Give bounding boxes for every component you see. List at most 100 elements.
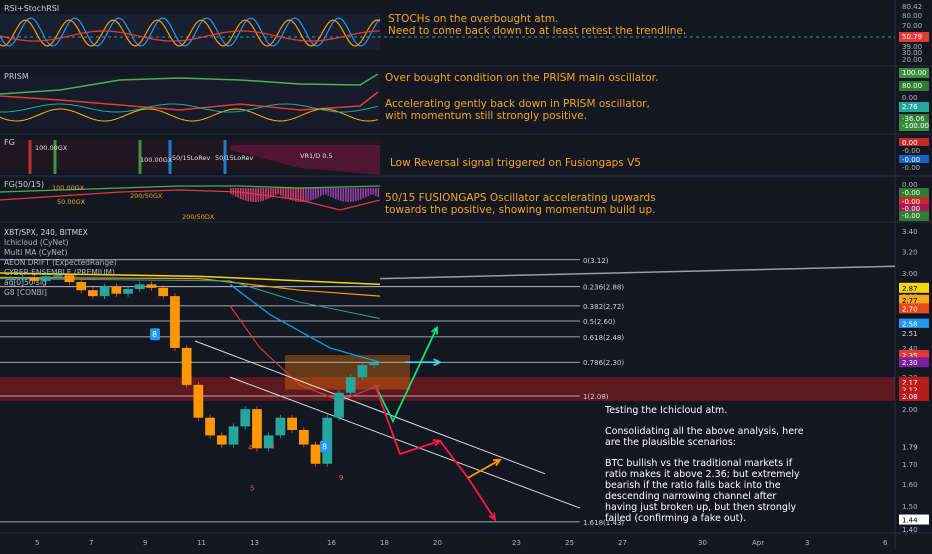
candle (345, 377, 356, 393)
fg5015-histogram-bar (370, 188, 372, 195)
stray-count-label: 5 (250, 484, 254, 492)
fg5015-histogram-bar (317, 188, 320, 198)
ma-yellow (0, 272, 381, 286)
fg5015-tag-bg (899, 211, 929, 221)
ma-red (229, 305, 381, 402)
fg5015-tick: -0.00 (902, 189, 920, 197)
fg-signal-label: 100.00GX (140, 156, 173, 164)
price-tick: 2.40 (902, 345, 918, 353)
fg5015-histogram-bar (372, 188, 375, 195)
stoch-k-line (0, 17, 381, 47)
x-tick: 6 (883, 539, 888, 547)
fg-tick: -0.00 (902, 147, 920, 155)
prism-tick: -36.06 (902, 115, 925, 123)
fg-pane-label: FG (4, 138, 15, 147)
price-tag-bg (899, 294, 929, 305)
legend-multima: Multi MA (CyNet) (4, 248, 68, 257)
candle (252, 409, 262, 449)
analysis-p2: Consolidating all the above analysis, he… (605, 426, 804, 448)
price-tag-label: 2.70 (902, 305, 918, 313)
price-tick: 1.40 (902, 526, 918, 534)
fg5015-histogram-bar (300, 188, 302, 202)
x-tick: 30 (698, 539, 707, 547)
fg5015-histogram-bar (287, 188, 290, 200)
fg5015-histogram-bar (282, 188, 285, 197)
candle (193, 384, 204, 418)
fg5015-tag-bg (899, 180, 929, 190)
price-tag-label: 1.44 (902, 517, 918, 525)
rsi-tag-bg (899, 32, 929, 42)
legend-ichicloud: Ichicloud (CyNet) (4, 238, 69, 247)
candle (6, 278, 16, 281)
x-tick: 20 (433, 539, 442, 547)
candle (41, 276, 51, 281)
fg5015-histogram-bar (310, 188, 312, 201)
fg-signal-label: 50/15LoRev (215, 154, 253, 162)
price-tick: 1.50 (902, 503, 918, 511)
prism-tick: 2.76 (902, 103, 918, 111)
fg5015-histogram-bar (292, 188, 295, 201)
candle (111, 286, 122, 294)
fg5015-histogram-bar (315, 188, 317, 199)
signal-marker-label: 8 (152, 330, 157, 339)
prism-tag-bg (899, 114, 929, 124)
legend-g8: G8 [CONBI] (4, 288, 47, 297)
fg5015-histogram-bar (242, 188, 245, 200)
prism-note-1: Over bought condition on the PRISM main … (385, 72, 659, 84)
fg5015-histogram-bar (240, 188, 242, 199)
prism-osc-line (0, 103, 379, 113)
fib-label: 1(2.08) (583, 393, 609, 401)
candle (158, 287, 169, 297)
prism-tag-bg (899, 81, 929, 91)
price-tag-bg (899, 282, 929, 293)
candle (170, 296, 180, 348)
fg5015-histogram-bar (245, 188, 247, 201)
fg5015-histogram-bar (307, 188, 310, 202)
prism-tag-bg (899, 102, 929, 112)
rsi-tick: 80.42 (902, 3, 922, 11)
legend-symbol: XBT/SPX, 240, BITMEX (4, 228, 88, 237)
prism-tag-bg (899, 121, 929, 131)
stray-count-label: 4 (270, 442, 275, 450)
rsi-line (0, 30, 381, 42)
fg-area (230, 145, 380, 175)
fg5015-histogram-bar (377, 188, 380, 198)
prism-tick: 0.00 (902, 94, 918, 102)
prism-main-line (0, 73, 379, 95)
fg5015-histogram-bar (345, 188, 347, 202)
x-tick: 9 (143, 539, 147, 547)
rsi-pane-label: RSI+StochRSI (4, 4, 60, 13)
candle (205, 417, 215, 436)
fg-tick: 0.00 (902, 139, 918, 147)
rsi-tick: 30.00 (902, 49, 922, 57)
fg5015-tag-bg (899, 204, 929, 214)
fg5015-tick: -0.00 (902, 198, 920, 206)
fg5015-histogram-bar (312, 188, 315, 200)
fib-label: 0.382(2.72) (583, 303, 624, 311)
price-tag-bg (899, 318, 929, 329)
price-tag-bg (899, 327, 929, 338)
x-tick: 27 (618, 539, 627, 547)
candle (146, 284, 157, 288)
bearish-scenario-arrow-1 (374, 384, 441, 456)
fg5015-histogram-bar (352, 188, 355, 202)
x-tick: 7 (89, 539, 93, 547)
fg5015-histogram-bar (275, 188, 277, 196)
candle (275, 417, 286, 436)
fg5015-histogram-bar (305, 188, 307, 202)
bearish-scenario-arrow-2-head (488, 512, 497, 522)
candle (369, 362, 379, 366)
fg5015-tick: 0.00 (902, 181, 918, 189)
price-tag-bg (899, 441, 929, 452)
fg-tag-bg (899, 163, 929, 173)
legend-ag-sig: ag[0]50 sig (4, 278, 47, 287)
fib-label: 0.786(2.30) (583, 359, 624, 367)
signal-marker-box (150, 328, 160, 341)
prism-momentum-line (0, 108, 379, 122)
candle (310, 444, 321, 464)
price-tag-label: 2.12 (902, 387, 918, 395)
fg5015-histogram-bar (362, 188, 365, 199)
fg5015-histogram-bar (327, 188, 330, 196)
